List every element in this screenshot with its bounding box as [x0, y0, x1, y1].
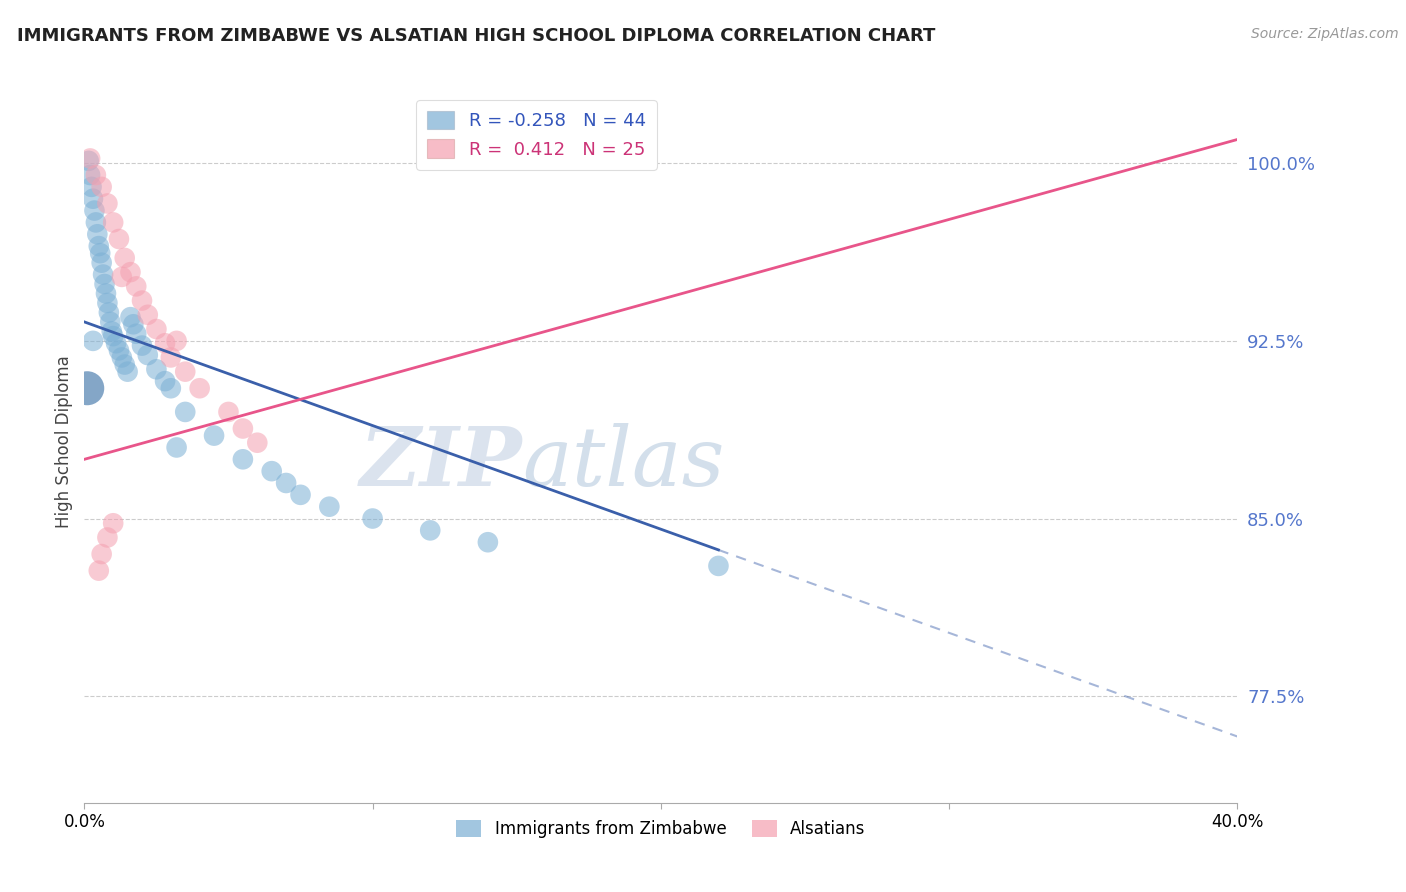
- Point: [100, 325, 122, 339]
- Point: [91, 268, 114, 282]
- Point: [90, 255, 112, 269]
- Point: [318, 500, 340, 514]
- Point: [103, 215, 124, 229]
- Point: [79, 168, 101, 182]
- Point: [96, 296, 118, 310]
- Point: [86, 227, 108, 242]
- Point: [218, 405, 240, 419]
- Point: [160, 351, 183, 365]
- Point: [145, 362, 167, 376]
- Point: [84, 215, 107, 229]
- Point: [94, 286, 117, 301]
- Point: [136, 308, 159, 322]
- Point: [117, 365, 139, 379]
- Point: [98, 315, 121, 329]
- Point: [707, 558, 730, 573]
- Point: [103, 329, 124, 343]
- Point: [125, 279, 148, 293]
- Point: [202, 428, 225, 442]
- Point: [131, 293, 153, 308]
- Legend: Immigrants from Zimbabwe, Alsatians: Immigrants from Zimbabwe, Alsatians: [450, 814, 872, 845]
- Point: [188, 381, 211, 395]
- Point: [136, 348, 159, 362]
- Point: [232, 421, 254, 435]
- Point: [276, 475, 298, 490]
- Point: [77, 153, 100, 168]
- Text: atlas: atlas: [523, 423, 725, 503]
- Point: [174, 365, 197, 379]
- Point: [96, 531, 118, 545]
- Point: [79, 152, 101, 166]
- Point: [105, 336, 128, 351]
- Point: [87, 239, 110, 253]
- Point: [290, 488, 312, 502]
- Point: [93, 277, 115, 291]
- Point: [174, 405, 197, 419]
- Point: [82, 192, 104, 206]
- Point: [153, 336, 176, 351]
- Point: [145, 322, 167, 336]
- Point: [160, 381, 183, 395]
- Point: [84, 168, 107, 182]
- Point: [246, 435, 269, 450]
- Point: [80, 180, 103, 194]
- Point: [111, 351, 134, 365]
- Text: IMMIGRANTS FROM ZIMBABWE VS ALSATIAN HIGH SCHOOL DIPLOMA CORRELATION CHART: IMMIGRANTS FROM ZIMBABWE VS ALSATIAN HIG…: [17, 27, 935, 45]
- Point: [108, 232, 131, 246]
- Point: [82, 334, 104, 348]
- Point: [122, 318, 145, 332]
- Point: [153, 374, 176, 388]
- Point: [87, 564, 110, 578]
- Point: [120, 310, 142, 325]
- Point: [166, 334, 188, 348]
- Point: [76, 381, 98, 395]
- Point: [114, 358, 136, 372]
- Point: [96, 196, 118, 211]
- Point: [260, 464, 283, 478]
- Point: [166, 441, 188, 455]
- Point: [97, 305, 120, 319]
- Text: Source: ZipAtlas.com: Source: ZipAtlas.com: [1251, 27, 1399, 41]
- Point: [131, 338, 153, 352]
- Point: [89, 246, 111, 260]
- Point: [125, 326, 148, 341]
- Point: [103, 516, 124, 531]
- Y-axis label: High School Diploma: High School Diploma: [55, 355, 73, 528]
- Point: [419, 524, 441, 538]
- Point: [111, 269, 134, 284]
- Point: [477, 535, 499, 549]
- Point: [83, 203, 105, 218]
- Point: [90, 547, 112, 561]
- Point: [232, 452, 254, 467]
- Text: ZIP: ZIP: [360, 423, 523, 503]
- Point: [114, 251, 136, 265]
- Point: [90, 180, 112, 194]
- Point: [108, 343, 131, 358]
- Point: [361, 511, 384, 525]
- Point: [120, 265, 142, 279]
